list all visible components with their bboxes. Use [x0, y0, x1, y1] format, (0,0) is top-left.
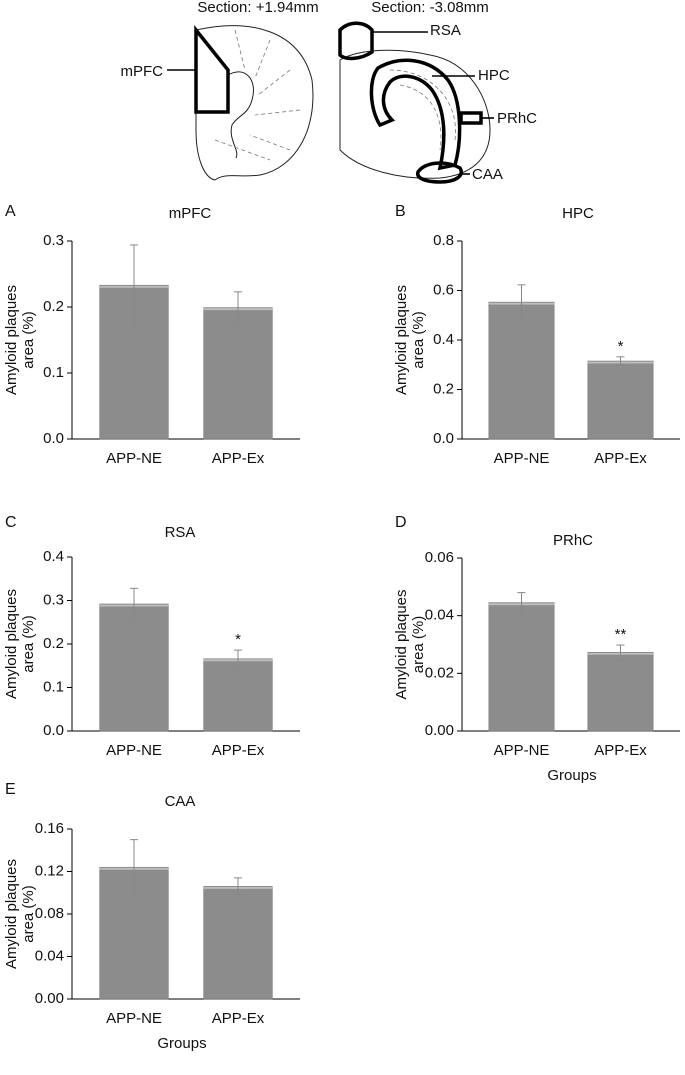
bar — [203, 658, 273, 732]
y-tick-label: 0.0 — [43, 722, 64, 739]
region-label: mPFC — [121, 63, 164, 80]
chart-title: RSA — [165, 524, 196, 541]
y-tick-label: 0.4 — [433, 331, 454, 348]
y-tick-label: 0.08 — [35, 905, 64, 922]
bar — [488, 301, 555, 440]
x-axis-label: Groups — [547, 767, 596, 784]
y-axis-label: Amyloid plaques — [3, 859, 20, 969]
x-tick-label: APP-Ex — [594, 450, 647, 467]
y-axis-label: area (%) — [20, 885, 37, 943]
chart-title: CAA — [165, 793, 196, 810]
y-tick-label: 0.2 — [433, 380, 454, 397]
y-axis-label: Amyloid plaques — [393, 285, 410, 395]
bar — [587, 651, 654, 732]
bar — [99, 603, 169, 732]
y-tick-label: 0.16 — [35, 820, 64, 837]
y-tick-label: 0.1 — [43, 364, 64, 381]
y-tick-label: 0.04 — [425, 607, 454, 624]
y-axis-label: area (%) — [410, 616, 427, 674]
y-tick-label: 0.1 — [43, 678, 64, 695]
brain-diagram: Section: +1.94mm Section: -3.08mm mPFC R… — [121, 0, 537, 184]
y-tick-label: 0.8 — [433, 232, 454, 249]
x-tick-label: APP-NE — [494, 450, 550, 467]
y-tick-label: 0.00 — [35, 990, 64, 1007]
bar — [488, 602, 555, 732]
y-tick-label: 0.02 — [425, 664, 454, 681]
y-axis-label: Amyloid plaques — [3, 589, 20, 699]
region-label: CAA — [472, 166, 503, 183]
x-tick-label: APP-NE — [494, 742, 550, 759]
y-tick-label: 0.0 — [43, 430, 64, 447]
y-tick-label: 0.4 — [43, 548, 64, 565]
significance-marker: * — [618, 338, 624, 355]
y-tick-label: 0.0 — [433, 430, 454, 447]
panel-label: C — [5, 514, 17, 531]
section-label: Section: -3.08mm — [371, 0, 489, 16]
y-tick-label: 0.3 — [43, 232, 64, 249]
y-tick-label: 0.12 — [35, 862, 64, 879]
y-tick-label: 0.6 — [433, 281, 454, 298]
y-tick-label: 0.06 — [425, 549, 454, 566]
x-tick-label: APP-Ex — [212, 1010, 265, 1027]
y-axis-label: Amyloid plaques — [393, 589, 410, 699]
panel-label: D — [395, 514, 407, 531]
y-tick-label: 0.3 — [43, 591, 64, 608]
bar — [203, 886, 273, 1000]
significance-marker: * — [235, 631, 241, 648]
y-axis-label: area (%) — [20, 615, 37, 673]
panel-label: A — [5, 203, 16, 220]
chart-title: PRhC — [553, 532, 593, 549]
x-tick-label: APP-Ex — [212, 742, 265, 759]
significance-marker: ** — [615, 626, 627, 643]
panel-label: E — [5, 781, 16, 798]
x-tick-label: APP-Ex — [594, 742, 647, 759]
x-tick-label: APP-NE — [106, 450, 162, 467]
x-tick-label: APP-NE — [106, 1010, 162, 1027]
y-tick-label: 0.2 — [43, 635, 64, 652]
bar — [587, 360, 654, 440]
chart-title: HPC — [562, 205, 594, 222]
chart-title: mPFC — [169, 205, 212, 222]
panel-label: B — [395, 203, 406, 220]
y-axis-label: area (%) — [20, 311, 37, 369]
y-axis-label: Amyloid plaques — [3, 285, 20, 395]
region-label: HPC — [478, 67, 510, 84]
bar — [203, 307, 273, 440]
y-axis-label: area (%) — [410, 311, 427, 369]
section-label: Section: +1.94mm — [197, 0, 318, 16]
y-tick-label: 0.04 — [35, 947, 64, 964]
y-tick-label: 0.00 — [425, 722, 454, 739]
x-tick-label: APP-Ex — [212, 450, 265, 467]
region-label: PRhC — [497, 110, 537, 127]
region-label: RSA — [430, 22, 461, 39]
x-axis-label: Groups — [157, 1035, 206, 1052]
x-tick-label: APP-NE — [106, 742, 162, 759]
y-tick-label: 0.2 — [43, 298, 64, 315]
